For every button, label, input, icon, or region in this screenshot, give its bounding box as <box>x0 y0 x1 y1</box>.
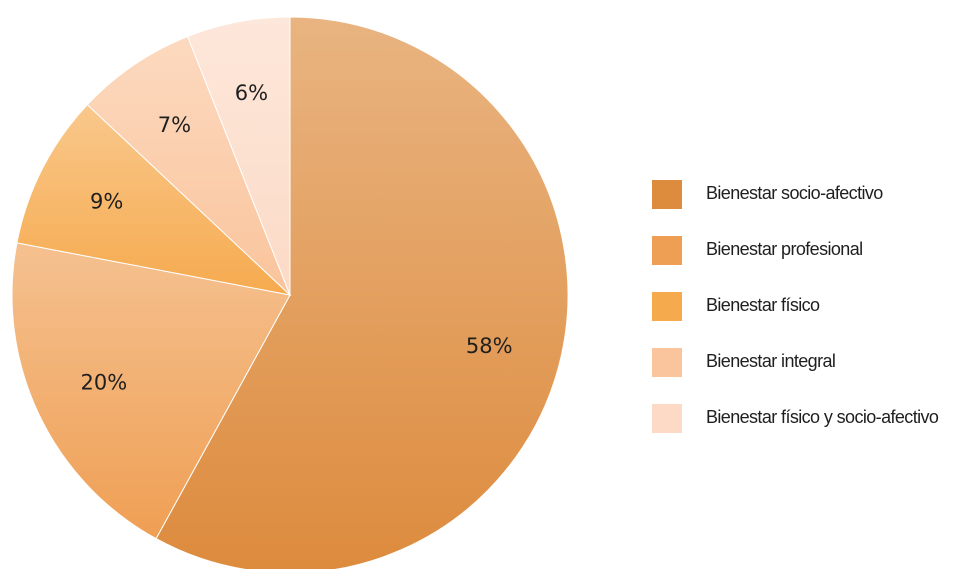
legend-item-socio-afectivo: Bienestar socio-afectivo <box>652 180 962 209</box>
legend-swatch <box>652 180 682 209</box>
slice-value-label: 6% <box>235 81 268 105</box>
legend-swatch <box>652 348 682 377</box>
legend-swatch <box>652 404 682 433</box>
legend-swatch <box>652 236 682 265</box>
legend: Bienestar socio-afectivo Bienestar profe… <box>652 180 962 460</box>
slice-value-label: 7% <box>158 113 191 137</box>
legend-item-fisico-y-socio-afectivo: Bienestar físico y socio-afectivo <box>652 404 962 433</box>
pie-slice <box>155 16 569 569</box>
slice-value-label: 58% <box>466 334 513 358</box>
legend-item-integral: Bienestar integral <box>652 348 962 377</box>
slice-value-label: 20% <box>81 371 128 395</box>
legend-label: Bienestar físico y socio-afectivo <box>706 407 939 427</box>
slice-labels: 58% 20% 9% 7% 6% <box>81 81 513 395</box>
legend-item-profesional: Bienestar profesional <box>652 236 962 265</box>
pie-slice <box>86 35 291 296</box>
legend-label: Bienestar profesional <box>706 239 863 259</box>
legend-item-fisico: Bienestar físico <box>652 292 962 321</box>
legend-label: Bienestar socio-afectivo <box>706 183 883 203</box>
pie-slices <box>11 16 569 569</box>
pie-slice <box>16 103 292 296</box>
legend-label: Bienestar integral <box>706 351 836 371</box>
legend-swatch <box>652 292 682 321</box>
pie-slice <box>11 242 291 540</box>
slice-value-label: 9% <box>90 190 123 214</box>
pie-slice <box>187 16 291 296</box>
legend-label: Bienestar físico <box>706 295 820 315</box>
